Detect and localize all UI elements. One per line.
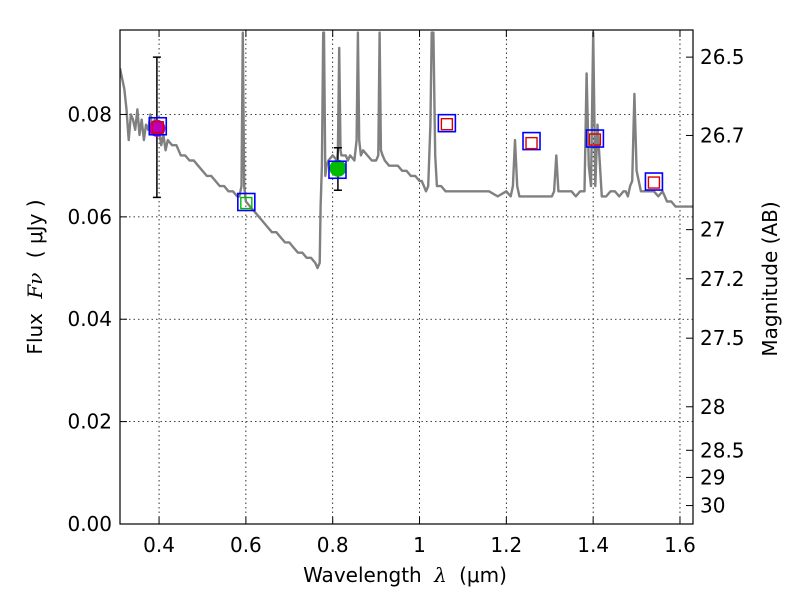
grid [120, 30, 693, 524]
x-tick-label: 0.8 [317, 533, 349, 557]
y-tick-label: 0.02 [67, 410, 112, 434]
markers [148, 56, 664, 212]
sed-model-line [120, 31, 693, 270]
photometry-u-point [148, 119, 166, 137]
right-tick-label: 26.7 [700, 123, 745, 147]
x-tick-label: 1.2 [490, 533, 522, 557]
filter-box-inner [647, 176, 661, 189]
filter-box-inner [588, 133, 602, 146]
y-axis-label-symbol: Fν [23, 273, 47, 300]
x-axis-label: Wavelength λ (μm) [303, 563, 507, 587]
x-axis-label-main: Wavelength [303, 563, 422, 587]
x-tick-label: 1 [413, 533, 426, 557]
photometry-i-point [329, 159, 347, 177]
filter-box-blue [328, 160, 347, 180]
y-tick-label: 0.06 [67, 205, 112, 229]
right-tick-label: 29 [700, 465, 725, 489]
filter-box-blue [644, 172, 664, 191]
x-tick-label: 1.6 [664, 533, 696, 557]
plot-area [120, 31, 693, 270]
filter-box-blue [437, 113, 457, 133]
right-tick-label: 27 [700, 218, 725, 242]
filter-box-inner [240, 196, 253, 210]
right-tick-label: 28 [700, 395, 725, 419]
y-axis-label-main: Flux [23, 313, 47, 355]
filter-box-inner [440, 117, 454, 131]
x-axis-label-unit: (μm) [459, 563, 507, 587]
right-tick-label: 27.5 [700, 326, 745, 350]
x-tick-label: 0.4 [143, 533, 175, 557]
filter-box-inner [151, 121, 164, 134]
right-tick-label: 30 [700, 494, 725, 518]
filter-box-blue [522, 131, 541, 151]
filter-box-blue [585, 129, 605, 148]
right-tick-label: 27.2 [700, 267, 745, 291]
y-tick-label: 0.00 [67, 512, 112, 536]
y-axis-label: Flux Fν ( μJy ) [23, 199, 47, 354]
filter-box-inner [525, 136, 538, 150]
y-tick-label: 0.04 [67, 307, 112, 331]
filter-box-blue [237, 192, 256, 212]
x-axis-label-symbol: λ [433, 563, 447, 587]
filter-box-blue [148, 116, 168, 136]
y-axis-label-right: Magnitude (AB) [758, 201, 782, 356]
ticks: 0.4 0.6 0.8 1 1.2 1.4 1.6 0.00 0.02 0.04 0.06 0.08 2… [67, 30, 745, 557]
plot-frame [119, 29, 694, 525]
right-tick-label: 28.5 [700, 438, 745, 462]
x-tick-label: 1.4 [577, 533, 609, 557]
right-tick-label: 26.5 [700, 45, 745, 69]
y-axis-label-unit: ( μJy ) [23, 199, 47, 258]
y-tick-label: 0.08 [67, 102, 112, 126]
x-tick-label: 0.6 [230, 533, 262, 557]
